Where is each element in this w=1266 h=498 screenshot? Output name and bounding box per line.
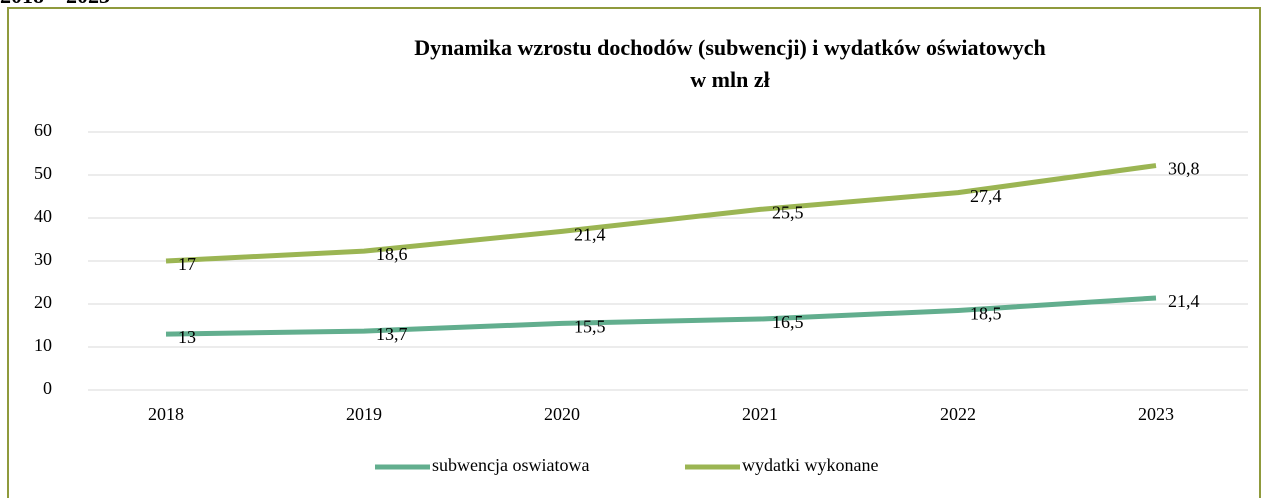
data-label: 13: [178, 327, 196, 347]
chart-title: w mln zł: [690, 67, 769, 92]
data-label: 18,5: [970, 304, 1002, 324]
frame: [7, 7, 1261, 498]
chart-title: Dynamika wzrostu dochodów (subwencji) i …: [414, 35, 1046, 60]
legend-label: wydatki wykonane: [742, 455, 878, 475]
heading: 2018 – 2023: [0, 0, 110, 8]
data-label: 18,6: [376, 244, 408, 264]
x-tick-label: 2020: [544, 404, 580, 424]
y-tick-label: 0: [43, 378, 52, 398]
x-tick-label: 2022: [940, 404, 976, 424]
x-tick-label: 2021: [742, 404, 778, 424]
y-tick-label: 10: [34, 335, 52, 355]
y-tick-label: 20: [34, 292, 52, 312]
y-tick-label: 40: [34, 206, 52, 226]
data-label: 30,8: [1168, 159, 1200, 179]
x-tick-label: 2019: [346, 404, 382, 424]
y-tick-label: 60: [34, 120, 52, 140]
data-label: 25,5: [772, 203, 804, 223]
line-series: [165, 163, 1157, 264]
data-label: 21,4: [574, 224, 606, 244]
y-tick-label: 30: [34, 249, 52, 269]
data-label: 21,4: [1168, 291, 1200, 311]
x-tick-label: 2018: [148, 404, 184, 424]
data-label: 17: [178, 254, 196, 274]
data-label: 16,5: [772, 312, 804, 332]
line-series: [165, 295, 1157, 337]
legend-label: subwencja oswiatowa: [432, 455, 589, 475]
x-tick-label: 2023: [1138, 404, 1174, 424]
data-label: 15,5: [574, 316, 606, 336]
data-label: 27,4: [970, 186, 1002, 206]
y-tick-label: 50: [34, 163, 52, 183]
data-label: 13,7: [376, 324, 408, 344]
